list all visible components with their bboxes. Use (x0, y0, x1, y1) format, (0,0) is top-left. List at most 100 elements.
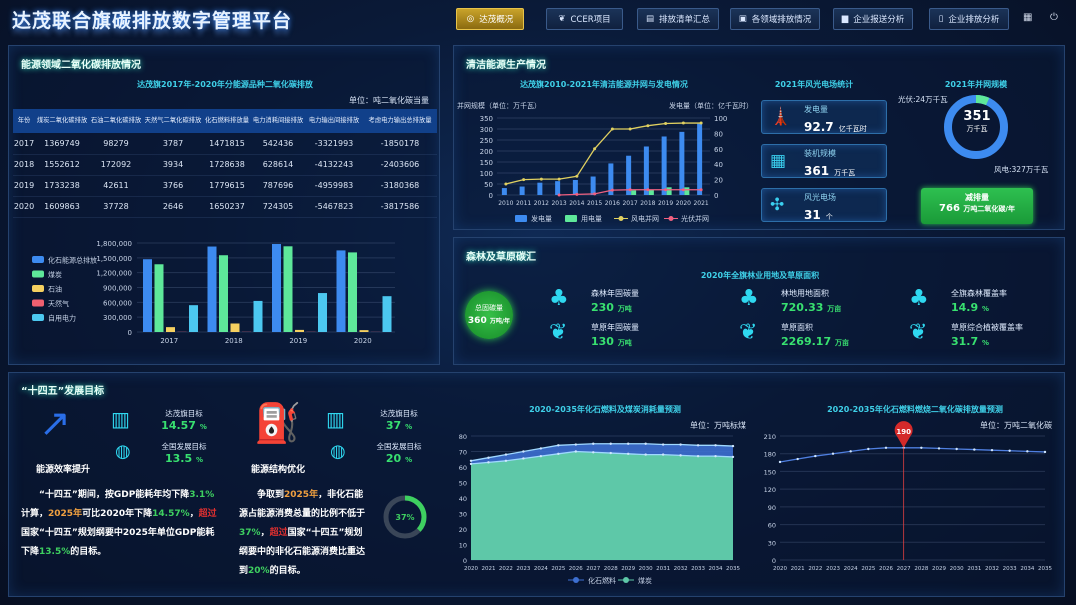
nav-tab-label: 排放清单汇总 (659, 15, 711, 25)
total-value: 360 (467, 316, 487, 326)
target-label: 全国发展目标 (161, 442, 207, 451)
y-tick-label: 40 (459, 495, 467, 503)
wind-label: 风电:327万千瓦 (994, 165, 1049, 174)
donut-wind-slice (944, 95, 1008, 159)
card-unit: 万千瓦 (834, 169, 856, 177)
x-tick-label: 2032 (674, 566, 688, 572)
data-point (522, 450, 525, 453)
legend-label[interactable]: 风电并网 (631, 214, 659, 223)
legend-label[interactable]: 用电量 (581, 214, 602, 223)
panel-title: 清洁能源生产情况 (466, 60, 546, 71)
legend-label[interactable]: 石油 (48, 285, 62, 294)
legend-label[interactable]: 煤炭 (48, 270, 62, 279)
bar-1 (348, 252, 357, 332)
card-label: 风光电场 (804, 193, 836, 202)
x-tick-label: 2010 (498, 200, 513, 207)
table-cell: 2018 (13, 154, 35, 176)
data-point (627, 442, 630, 445)
data-point (539, 447, 543, 450)
wind-solar-card: ✣ 风光电场 31 个 (761, 188, 887, 222)
stat-label: 草原面积 (781, 323, 813, 332)
table-cell: 42611 (89, 175, 143, 197)
nav-tab-4[interactable]: ▆ 企业报送分析 (833, 8, 913, 30)
legend-label[interactable]: 煤炭 (638, 576, 652, 585)
y-tick-label: 180 (764, 451, 776, 459)
x-tick-label: 2028 (604, 566, 618, 572)
data-point (696, 444, 700, 447)
target-value: 20 (385, 452, 402, 465)
bar-1 (219, 255, 228, 332)
table-cell: 2646 (143, 196, 203, 218)
bar-发电量 (572, 179, 578, 195)
y-tick-label: 1,500,000 (96, 255, 132, 263)
goal-paragraph: 争取到2025年，非化石能源占能源消费总量的比例不低于 37%，超过国家“十四五”… (239, 486, 371, 581)
earth-icon: ◍ (115, 441, 131, 462)
grid-total-value: 351 (963, 109, 991, 124)
stat-unit: % (981, 305, 989, 313)
series-line (470, 450, 734, 465)
x-tick-label: 2030 (639, 566, 653, 572)
percent-unit: % (199, 423, 207, 431)
line-point (593, 147, 597, 151)
reduction-card: 减排量 766 万吨二氧化碳/年 (921, 188, 1033, 224)
emissions-table: 年份 煤炭二氧化碳排放 石油二氧化碳排放 天然气二氧化碳排放 化石燃料排放量 电力消耗间接… (13, 109, 437, 218)
data-point (661, 453, 665, 456)
x-tick-label: 2019 (289, 337, 307, 345)
x-tick-label: 2028 (914, 566, 928, 572)
tree-icon: ♣ (739, 286, 759, 311)
legend-label[interactable]: 化石燃料 (588, 576, 616, 585)
x-tick-label: 2025 (551, 566, 565, 572)
nav-tab-2[interactable]: ▤ 排放清单汇总 (637, 8, 719, 30)
emissions-bar-chart: 0 300,000 600,000 900,000 1,200,000 1,500,000… (32, 240, 395, 345)
bar-发电量 (537, 182, 543, 195)
data-point (504, 459, 508, 462)
calendar-icon[interactable]: ▦ (1023, 12, 1033, 23)
legend-label[interactable]: 天然气 (48, 299, 69, 308)
total-unit: 万吨/年 (489, 318, 511, 325)
legend-label[interactable]: 发电量 (531, 214, 552, 223)
y-tick-label: 80 (459, 433, 467, 441)
card-unit: 个 (825, 213, 833, 221)
sprout-icon: ❦ (549, 320, 568, 345)
data-point (557, 452, 560, 456)
x-tick-label: 2013 (551, 200, 566, 207)
y-tick-label: 0 (463, 557, 467, 565)
y-tick-label: 90 (768, 504, 776, 512)
data-point (714, 454, 717, 458)
grid-donut-chart (944, 95, 1008, 159)
highlight-text: 20% (248, 566, 270, 576)
line-point (575, 174, 579, 178)
column-header: 电力消耗间接排放 (251, 109, 305, 133)
wind-solar-card: ▦ 装机规模 361 万千瓦 (761, 144, 887, 178)
table-row: 2020 1609863 37728 2646 1650237 724305 -546782… (13, 196, 437, 218)
bar-2 (295, 329, 304, 332)
power-icon[interactable]: ⏻ (1050, 12, 1058, 23)
stat-unit: 万亩 (827, 305, 842, 313)
local-target: 达茂旗目标 37 % (364, 408, 434, 432)
table-cell: 98279 (89, 133, 143, 155)
card-value: 31 (804, 208, 821, 222)
legend-label[interactable]: 化石能源总排放 (48, 256, 97, 265)
y-tick-label: 150 (764, 468, 776, 476)
x-tick-label: 2021 (791, 566, 805, 572)
y-tick-label: 900,000 (103, 285, 132, 293)
nav-tab-3[interactable]: ▣ 各领域排放情况 (730, 8, 820, 30)
y-tick-label: 1,200,000 (96, 270, 132, 278)
y-tick-label: 600,000 (103, 299, 132, 307)
nav-tab-1[interactable]: ❦ CCER项目 (546, 8, 623, 30)
table-cell: -5467823 (305, 196, 363, 218)
nav-tab-5[interactable]: ▯ 企业排放分析 (929, 8, 1009, 30)
table-cell: -3180368 (363, 175, 437, 197)
data-point (937, 447, 941, 450)
legend-label[interactable]: 光伏并网 (681, 214, 709, 223)
x-tick-label: 2024 (534, 566, 548, 572)
y-tick-label: 0 (128, 329, 132, 337)
nav-tab-0[interactable]: ◎ 达茂概况 (456, 8, 524, 30)
y-tick-label: 300,000 (103, 314, 132, 322)
legend-label[interactable]: 自用电力 (48, 314, 76, 323)
target-label: 达茂旗目标 (165, 409, 203, 418)
bar-1 (283, 246, 293, 332)
series-line (470, 443, 734, 462)
data-point (661, 443, 665, 446)
nav-tab-label: 企业报送分析 (853, 15, 905, 25)
